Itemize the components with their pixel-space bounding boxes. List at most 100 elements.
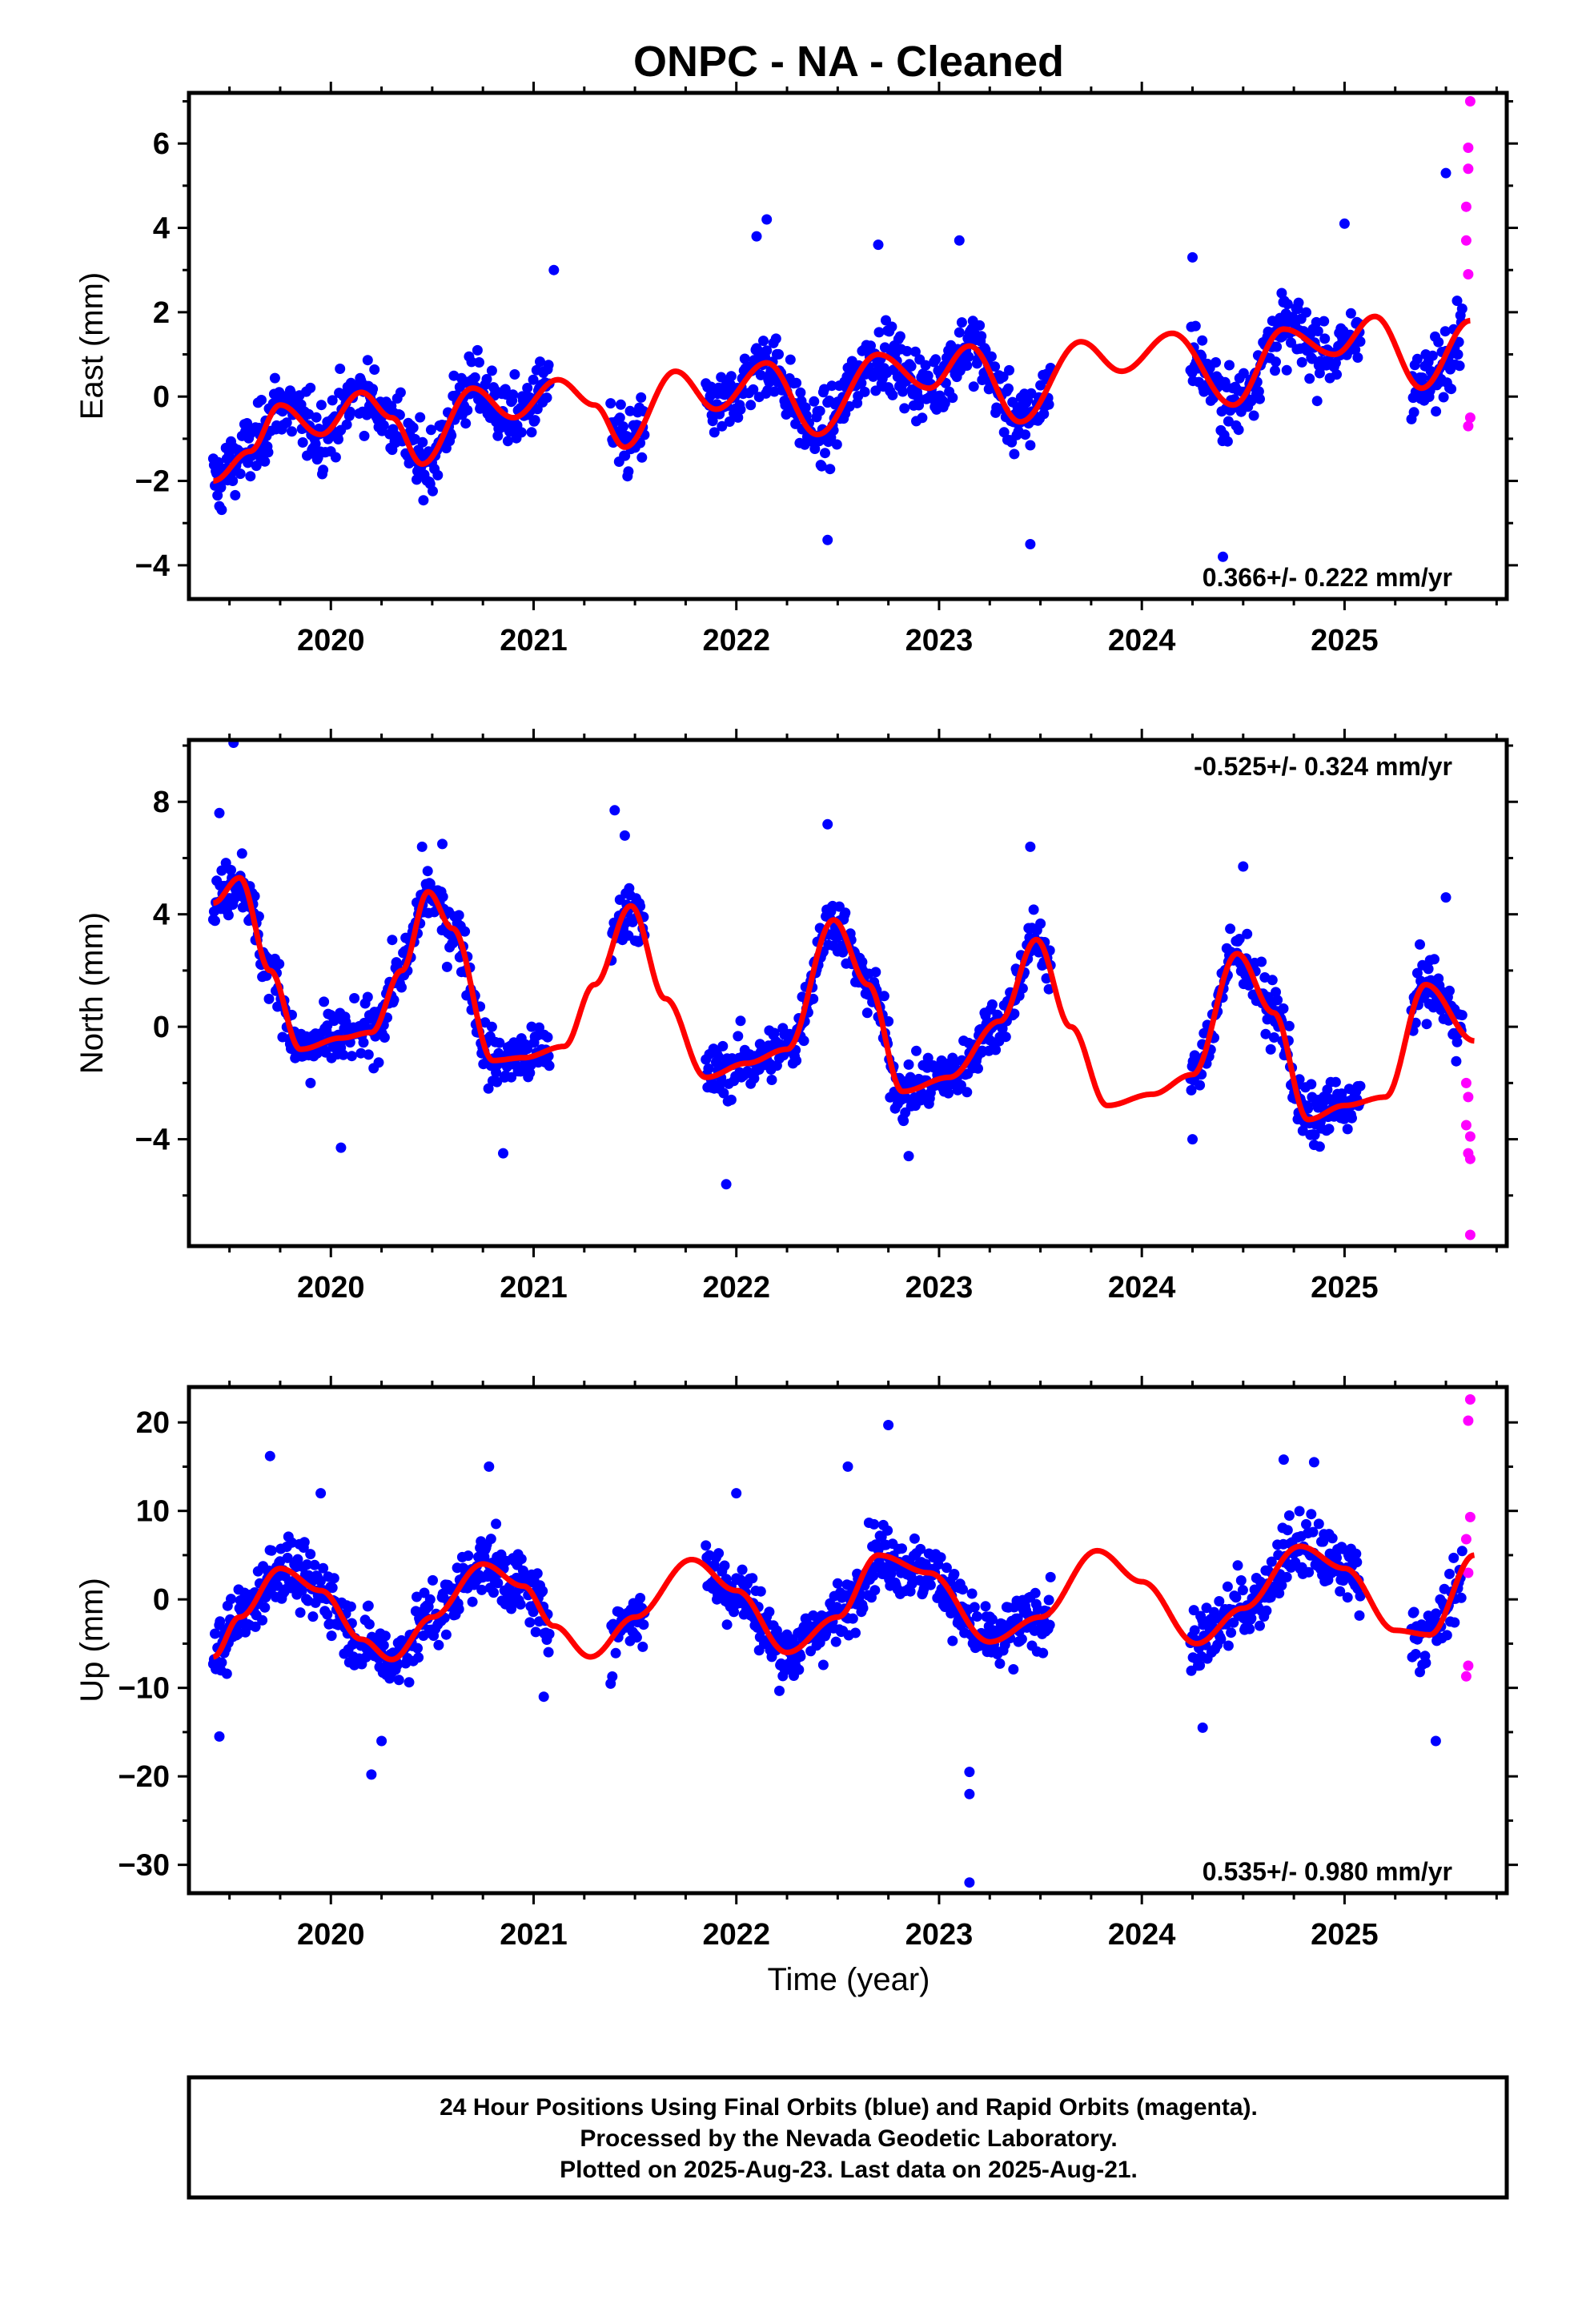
final-orbit-point: [391, 1659, 403, 1671]
rapid-orbit-point: [1460, 1534, 1472, 1545]
final-orbit-point: [755, 369, 766, 380]
rapid-orbit-point: [1460, 1120, 1472, 1131]
final-orbit-point: [1255, 393, 1265, 404]
final-orbit-point: [524, 1617, 536, 1628]
final-orbit-point: [1222, 436, 1233, 447]
final-orbit-point: [214, 501, 225, 512]
final-orbit-point: [1312, 326, 1323, 336]
final-orbit-point: [809, 444, 821, 454]
final-orbit-point: [713, 1548, 725, 1559]
final-orbit-point: [215, 482, 227, 493]
final-orbit-point: [1449, 1617, 1460, 1628]
final-orbit-point: [245, 471, 256, 482]
final-orbit-point: [808, 993, 819, 1004]
final-orbit-point: [969, 1602, 980, 1613]
x-axis-label: Time (year): [768, 1962, 930, 1997]
y-tick-label: 10: [136, 1495, 170, 1529]
y-tick-label: 0: [153, 1011, 170, 1044]
final-orbit-point: [873, 239, 884, 251]
final-orbit-point: [322, 1609, 333, 1620]
final-orbit-point: [214, 807, 225, 818]
final-orbit-point: [537, 1586, 548, 1597]
final-orbit-point: [1233, 424, 1244, 436]
final-orbit-point: [976, 331, 987, 342]
final-orbit-point: [974, 320, 986, 331]
final-orbit-point: [631, 1632, 642, 1643]
final-orbit-point: [793, 1664, 805, 1675]
final-orbit-point: [963, 352, 974, 362]
final-orbit-point: [223, 910, 234, 921]
final-orbit-point: [310, 438, 321, 449]
final-orbit-point: [840, 907, 851, 919]
final-orbit-point: [287, 426, 297, 437]
final-orbit-point: [826, 380, 837, 392]
final-orbit-point: [635, 1593, 646, 1603]
final-orbit-point: [263, 993, 275, 1004]
final-orbit-point: [605, 398, 616, 409]
final-orbit-point: [1294, 1506, 1305, 1517]
final-orbit-point: [903, 1151, 914, 1162]
final-orbit-point: [1035, 380, 1046, 391]
final-orbit-point: [1431, 1608, 1442, 1619]
final-orbit-point: [761, 345, 773, 356]
final-orbit-point: [1043, 983, 1054, 995]
final-orbit-point: [1440, 167, 1452, 179]
final-orbit-point: [328, 1573, 339, 1584]
final-orbit-point: [633, 936, 644, 947]
final-orbit-point: [315, 400, 327, 411]
x-tick-label: 2022: [702, 1271, 770, 1305]
final-orbit-point: [1293, 297, 1304, 308]
final-orbit-point: [949, 1569, 960, 1579]
final-orbit-point: [747, 1573, 758, 1584]
final-orbit-point: [887, 389, 898, 400]
final-orbit-point: [437, 838, 448, 850]
final-orbit-point: [1278, 1454, 1289, 1466]
final-orbit-point: [822, 818, 833, 830]
final-orbit-point: [785, 354, 796, 365]
final-orbit-point: [986, 1614, 998, 1625]
final-orbit-point: [1232, 1560, 1243, 1571]
final-orbit-point: [358, 1037, 369, 1048]
final-orbit-point: [922, 1052, 934, 1063]
final-orbit-point: [1278, 1003, 1289, 1014]
final-orbit-point: [1303, 1566, 1315, 1578]
final-orbit-point: [1444, 985, 1455, 996]
final-orbit-point: [1187, 251, 1198, 263]
rapid-orbit-point: [1464, 1511, 1476, 1522]
final-orbit-point: [1224, 360, 1235, 371]
final-orbit-point: [413, 1652, 424, 1663]
final-orbit-point: [1351, 1557, 1363, 1568]
final-orbit-point: [242, 418, 253, 428]
final-orbit-point: [486, 365, 497, 376]
final-orbit-point: [1223, 416, 1234, 427]
final-orbit-point: [964, 1788, 975, 1799]
model-fit-line: [211, 875, 1476, 1123]
y-tick-label: 2: [153, 296, 170, 330]
final-orbit-point: [1306, 1509, 1317, 1520]
final-orbit-point: [373, 1057, 384, 1068]
final-orbit-point: [1274, 1588, 1285, 1598]
final-orbit-point: [311, 412, 322, 423]
final-orbit-point: [1408, 1606, 1419, 1618]
final-orbit-point: [701, 1540, 712, 1551]
final-orbit-point: [226, 865, 236, 875]
final-orbit-point: [474, 357, 484, 368]
x-tick-label: 2024: [1108, 1918, 1176, 1952]
final-orbit-point: [619, 830, 630, 841]
footer-box: 24 Hour Positions Using Final Orbits (bl…: [187, 2075, 1509, 2200]
final-orbit-point: [869, 1518, 880, 1530]
final-orbit-point: [506, 1072, 517, 1083]
final-orbit-point: [1244, 1623, 1255, 1634]
final-orbit-point: [299, 1537, 310, 1548]
final-orbit-point: [369, 364, 380, 375]
final-orbit-point: [305, 382, 316, 393]
final-orbit-point: [922, 370, 934, 381]
final-orbit-point: [1223, 1640, 1234, 1651]
final-orbit-point: [543, 1647, 554, 1658]
footer-line-2: Processed by the Nevada Geodetic Laborat…: [580, 2125, 1117, 2152]
final-orbit-point: [1417, 372, 1428, 384]
final-orbit-point: [1235, 1575, 1247, 1586]
rapid-orbit-point: [1460, 201, 1472, 212]
final-orbit-point: [1271, 356, 1281, 368]
